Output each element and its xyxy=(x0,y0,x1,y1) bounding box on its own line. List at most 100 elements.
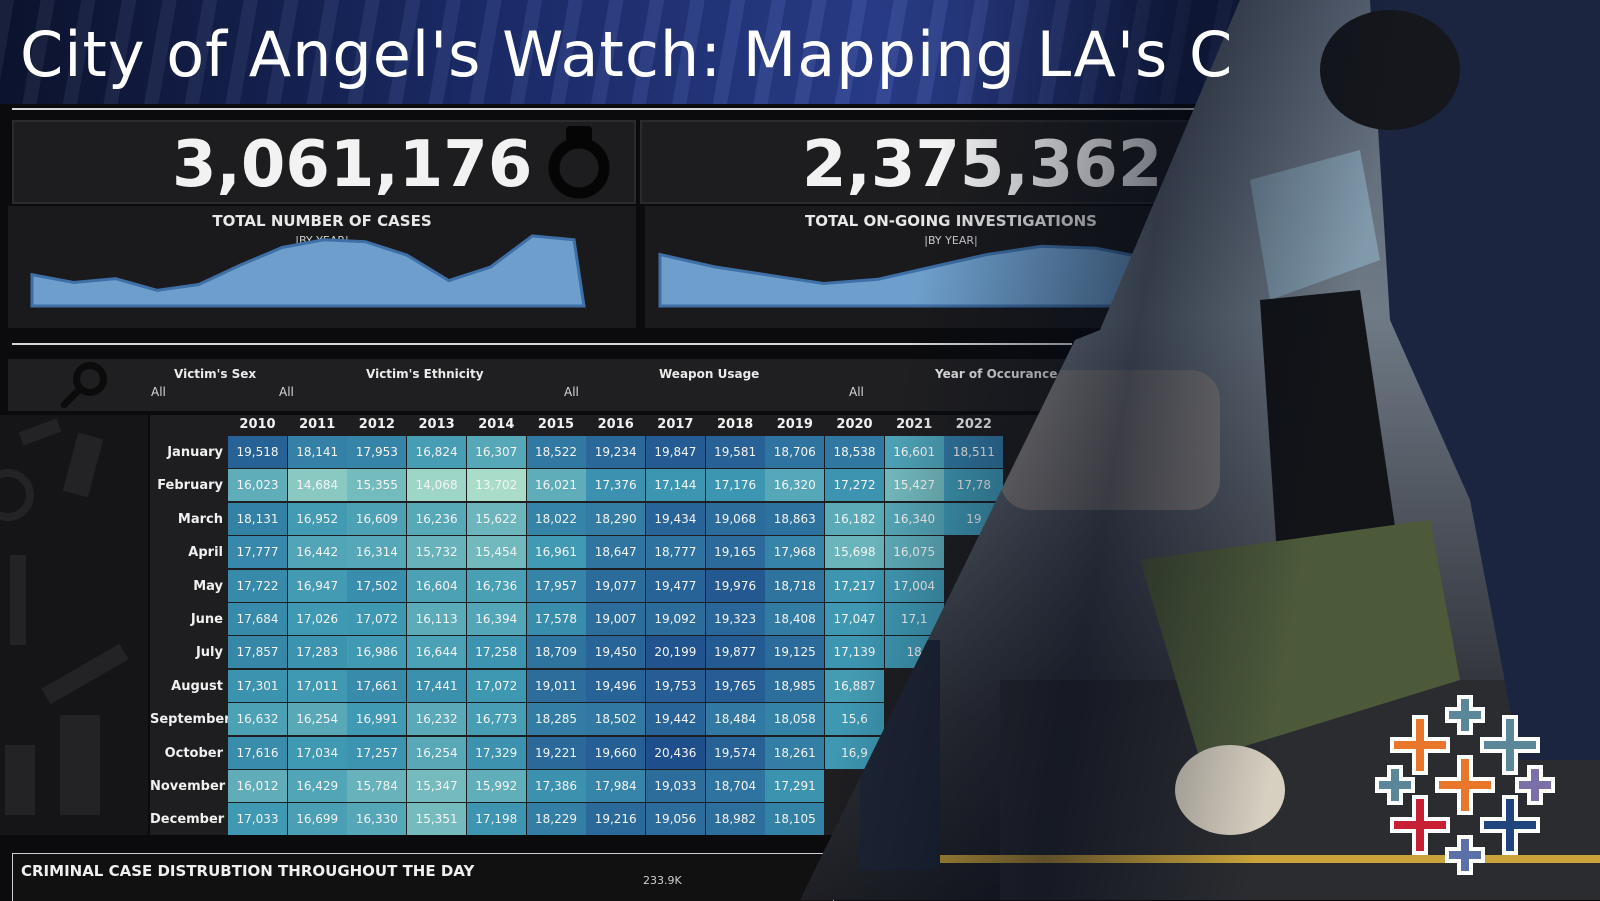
heatmap-cell[interactable]: 18,408 xyxy=(765,603,824,635)
heatmap-cell[interactable]: 15,698 xyxy=(825,536,884,568)
heatmap-cell[interactable]: 16,609 xyxy=(347,503,406,535)
heatmap-cell[interactable]: 19,753 xyxy=(646,670,705,702)
heatmap-cell[interactable]: 19,007 xyxy=(586,603,645,635)
heatmap-cell[interactable]: 17,376 xyxy=(586,469,645,501)
filter-weapon-usage-value[interactable]: All xyxy=(849,385,864,399)
heatmap-cell[interactable]: 17,386 xyxy=(527,770,586,802)
search-icon[interactable] xyxy=(56,359,116,411)
heatmap-cell[interactable]: 18,777 xyxy=(646,536,705,568)
heatmap-cell[interactable]: 17,722 xyxy=(228,570,287,602)
heatmap-cell[interactable]: 18,105 xyxy=(765,803,824,835)
heatmap-cell[interactable]: 16,442 xyxy=(288,536,347,568)
heatmap-cell[interactable]: 16,113 xyxy=(407,603,466,635)
heatmap-cell[interactable]: 17,984 xyxy=(586,770,645,802)
heatmap-cell[interactable]: 16,307 xyxy=(467,436,526,468)
heatmap-cell[interactable]: 16,330 xyxy=(347,803,406,835)
heatmap-cell[interactable]: 19,976 xyxy=(706,570,765,602)
heatmap-cell[interactable]: 18,290 xyxy=(586,503,645,535)
heatmap-cell[interactable]: 15,355 xyxy=(347,469,406,501)
heatmap-cell[interactable]: 18,982 xyxy=(706,803,765,835)
heatmap-cell[interactable]: 16,012 xyxy=(228,770,287,802)
heatmap-cell[interactable]: 19,847 xyxy=(646,436,705,468)
heatmap-cell[interactable]: 16,254 xyxy=(407,737,466,769)
heatmap-cell[interactable]: 16,773 xyxy=(467,703,526,735)
heatmap-cell[interactable]: 17,502 xyxy=(347,570,406,602)
heatmap-cell[interactable]: 17,004 xyxy=(885,570,944,602)
heatmap-cell[interactable]: 18,985 xyxy=(765,670,824,702)
heatmap-cell[interactable]: 16,947 xyxy=(288,570,347,602)
heatmap-cell[interactable]: 17,072 xyxy=(467,670,526,702)
heatmap-cell[interactable]: 18,522 xyxy=(527,436,586,468)
heatmap-cell[interactable]: 18,058 xyxy=(765,703,824,735)
heatmap-cell[interactable]: 17,684 xyxy=(228,603,287,635)
heatmap-cell[interactable]: 15,454 xyxy=(467,536,526,568)
heatmap-cell[interactable]: 18,538 xyxy=(825,436,884,468)
heatmap-cell[interactable]: 18,502 xyxy=(586,703,645,735)
heatmap-cell[interactable]: 16,961 xyxy=(527,536,586,568)
heatmap-cell[interactable]: 17,291 xyxy=(765,770,824,802)
heatmap-cell[interactable]: 13,702 xyxy=(467,469,526,501)
heatmap-cell[interactable]: 19,092 xyxy=(646,603,705,635)
heatmap-cell[interactable]: 18,131 xyxy=(228,503,287,535)
heatmap-cell[interactable]: 14,068 xyxy=(407,469,466,501)
heatmap-cell[interactable]: 16,320 xyxy=(765,469,824,501)
heatmap-cell[interactable]: 18,706 xyxy=(765,436,824,468)
heatmap-cell[interactable]: 16,023 xyxy=(228,469,287,501)
heatmap-cell[interactable]: 16,021 xyxy=(527,469,586,501)
heatmap-cell[interactable]: 17,144 xyxy=(646,469,705,501)
heatmap-cell[interactable]: 19,216 xyxy=(586,803,645,835)
heatmap-cell[interactable]: 15,347 xyxy=(407,770,466,802)
heatmap-cell[interactable]: 17,139 xyxy=(825,636,884,668)
heatmap-cell[interactable]: 19,496 xyxy=(586,670,645,702)
heatmap-cell[interactable]: 17,953 xyxy=(347,436,406,468)
heatmap-cell[interactable]: 17,957 xyxy=(527,570,586,602)
heatmap-cell[interactable]: 17,033 xyxy=(228,803,287,835)
heatmap-cell[interactable]: 19,442 xyxy=(646,703,705,735)
heatmap-cell[interactable]: 17,047 xyxy=(825,603,884,635)
heatmap-cell[interactable]: 17,777 xyxy=(228,536,287,568)
heatmap-cell[interactable]: 17,329 xyxy=(467,737,526,769)
heatmap-cell[interactable]: 20,199 xyxy=(646,636,705,668)
heatmap-cell[interactable]: 18,285 xyxy=(527,703,586,735)
heatmap-cell[interactable]: 15,427 xyxy=(885,469,944,501)
heatmap-cell[interactable]: 16,986 xyxy=(347,636,406,668)
heatmap-cell[interactable]: 16,991 xyxy=(347,703,406,735)
heatmap-cell[interactable]: 19,068 xyxy=(706,503,765,535)
heatmap-cell[interactable]: 18,141 xyxy=(288,436,347,468)
heatmap-cell[interactable]: 16,236 xyxy=(407,503,466,535)
heatmap-cell[interactable]: 16,394 xyxy=(467,603,526,635)
filter-extra-value[interactable]: All xyxy=(279,385,294,399)
heatmap-cell[interactable]: 17,661 xyxy=(347,670,406,702)
heatmap-cell[interactable]: 18,718 xyxy=(765,570,824,602)
heatmap-cell[interactable]: 16,824 xyxy=(407,436,466,468)
heatmap-cell[interactable]: 18,709 xyxy=(527,636,586,668)
heatmap-cell[interactable]: 15,351 xyxy=(407,803,466,835)
heatmap-cell[interactable]: 17,176 xyxy=(706,469,765,501)
heatmap-cell[interactable]: 18,863 xyxy=(765,503,824,535)
heatmap-cell[interactable]: 17,257 xyxy=(347,737,406,769)
heatmap-cell[interactable]: 16,601 xyxy=(885,436,944,468)
heatmap-cell[interactable]: 19,125 xyxy=(765,636,824,668)
heatmap-cell[interactable]: 19,581 xyxy=(706,436,765,468)
heatmap-cell[interactable]: 20,436 xyxy=(646,737,705,769)
heatmap-cell[interactable]: 17,217 xyxy=(825,570,884,602)
heatmap-cell[interactable]: 16,952 xyxy=(288,503,347,535)
heatmap-cell[interactable]: 16,604 xyxy=(407,570,466,602)
heatmap-cell[interactable]: 16,887 xyxy=(825,670,884,702)
heatmap-cell[interactable]: 17,578 xyxy=(527,603,586,635)
filter-victim-ethnicity-value[interactable]: All xyxy=(564,385,579,399)
heatmap-cell[interactable]: 19,323 xyxy=(706,603,765,635)
heatmap-cell[interactable]: 19,477 xyxy=(646,570,705,602)
heatmap-cell[interactable]: 19,765 xyxy=(706,670,765,702)
heatmap-cell[interactable]: 18,261 xyxy=(765,737,824,769)
heatmap-cell[interactable]: 18,484 xyxy=(706,703,765,735)
heatmap-cell[interactable]: 17,78 xyxy=(944,469,1003,501)
heatmap-cell[interactable]: 19,221 xyxy=(527,737,586,769)
heatmap-cell[interactable]: 18,511 xyxy=(944,436,1003,468)
filter-victim-sex-value[interactable]: All xyxy=(151,385,166,399)
heatmap-cell[interactable]: 16,644 xyxy=(407,636,466,668)
heatmap-cell[interactable]: 19,574 xyxy=(706,737,765,769)
heatmap-cell[interactable]: 19,077 xyxy=(586,570,645,602)
heatmap-cell[interactable]: 15,622 xyxy=(467,503,526,535)
heatmap-cell[interactable]: 16,254 xyxy=(288,703,347,735)
